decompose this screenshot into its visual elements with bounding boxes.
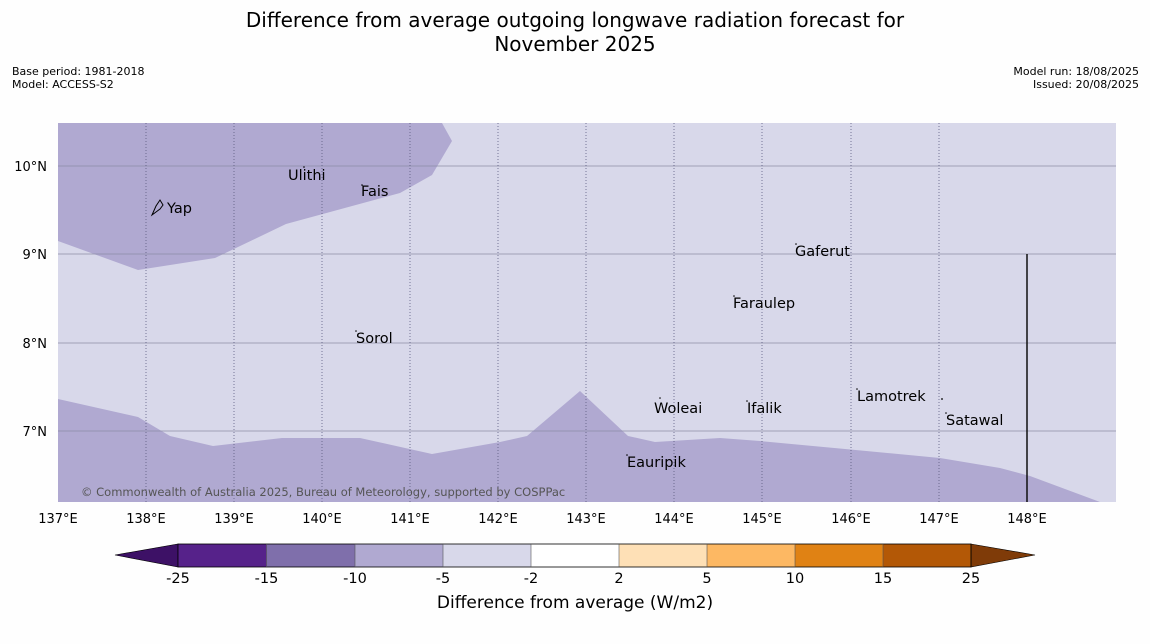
meta-right: Model run: 18/08/2025 Issued: 20/08/2025	[1013, 65, 1139, 91]
model-run: Model run: 18/08/2025	[1013, 65, 1139, 78]
copyright-notice: © Commonwealth of Australia 2025, Bureau…	[81, 485, 565, 499]
colorbar-segment	[178, 544, 267, 567]
island-markers	[303, 166, 947, 456]
lon-label-142e: 142°E	[478, 512, 518, 527]
colorbar-tick: -5	[436, 571, 450, 587]
place-label-gaferut: Gaferut	[795, 244, 850, 260]
place-label-faraulep: Faraulep	[733, 296, 795, 312]
lon-label-140e: 140°E	[302, 512, 342, 527]
lon-label-137e: 137°E	[38, 512, 78, 527]
place-label-ifalik: Ifalik	[747, 401, 782, 417]
yap-island-shape	[150, 199, 164, 217]
colorbar-segment	[355, 544, 443, 567]
colorbar-tick: 10	[786, 571, 804, 587]
place-label-lamotrek: Lamotrek	[857, 389, 926, 405]
title-line-2: November 2025	[494, 32, 656, 56]
colorbar-title: Difference from average (W/m2)	[436, 593, 714, 613]
colorbar-tick: 2	[614, 571, 623, 587]
lon-label-143e: 143°E	[566, 512, 606, 527]
colorbar-tick: -15	[255, 571, 279, 587]
issued-date: Issued: 20/08/2025	[1032, 78, 1139, 91]
place-label-yap: Yap	[166, 201, 192, 217]
meta-left: Base period: 1981-2018 Model: ACCESS-S2	[12, 65, 144, 91]
place-label-ulithi: Ulithi	[288, 168, 326, 184]
colorbar-tick: -2	[524, 571, 538, 587]
colorbar-segment	[707, 544, 795, 567]
colorbar-tick: -10	[343, 571, 367, 587]
colorbar-segment	[266, 544, 355, 567]
place-label-sorol: Sorol	[356, 331, 393, 347]
colorbar-frame	[177, 543, 972, 568]
lon-label-141e: 141°E	[390, 512, 430, 527]
lat-label-10n: 10°N	[14, 160, 47, 175]
colorbar-segment	[531, 544, 619, 567]
place-label-satawal: Satawal	[946, 413, 1003, 429]
place-label-fais: Fais	[361, 184, 388, 200]
lon-label-138e: 138°E	[126, 512, 166, 527]
colorbar-segment	[443, 544, 531, 567]
base-period: Base period: 1981-2018	[12, 65, 145, 78]
colorbar-segment	[795, 544, 883, 567]
anomaly-region-north	[58, 123, 452, 270]
lon-label-147e: 147°E	[919, 512, 959, 527]
colorbar-tick: 5	[702, 571, 711, 587]
colorbar: -25 -15 -10 -5 -2 2 5 10 15 25	[114, 543, 1036, 587]
place-label-woleai: Woleai	[654, 401, 702, 417]
colorbar-tick: -25	[166, 571, 190, 587]
lat-label-9n: 9°N	[23, 248, 48, 263]
colorbar-segment	[883, 544, 971, 567]
anomaly-region-south	[58, 391, 1116, 502]
model-name: Model: ACCESS-S2	[12, 78, 114, 91]
lon-gridlines	[145, 123, 940, 502]
colorbar-extend-high	[970, 543, 1036, 568]
title-line-1: Difference from average outgoing longwav…	[245, 8, 905, 32]
lon-label-145e: 145°E	[742, 512, 782, 527]
lon-label-148e: 148°E	[1007, 512, 1047, 527]
lon-label-146e: 146°E	[831, 512, 871, 527]
map-title: Difference from average outgoing longwav…	[0, 8, 1150, 56]
lat-label-7n: 7°N	[23, 425, 48, 440]
lat-label-8n: 8°N	[23, 337, 48, 352]
colorbar-extend-low	[114, 543, 179, 568]
colorbar-segment	[619, 544, 707, 567]
colorbar-tick: 25	[962, 571, 980, 587]
colorbar-tick: 15	[874, 571, 892, 587]
lon-label-139e: 139°E	[214, 512, 254, 527]
place-label-eauripik: Eauripik	[627, 455, 686, 471]
lon-label-144e: 144°E	[654, 512, 694, 527]
